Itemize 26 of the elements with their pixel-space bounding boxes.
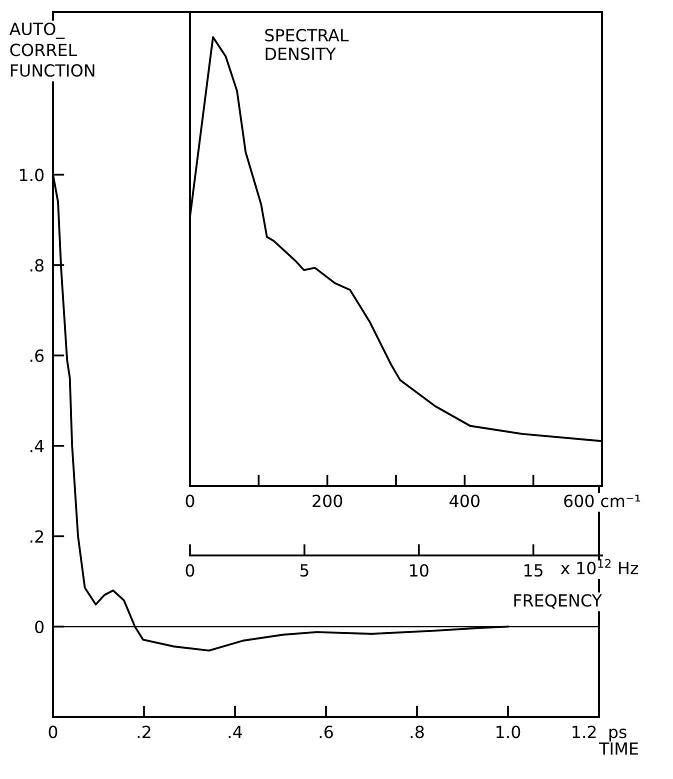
annotation: x 10$^{12}$ Hz xyxy=(560,559,638,574)
x2-tick-label: 5 xyxy=(300,564,308,577)
y-axis-title: AUTO_ CORREL FUNCTION xyxy=(9,22,94,77)
x-tick-label: 600 cm⁻¹ xyxy=(564,494,640,508)
x2-axis-title: FREQENCY xyxy=(514,594,602,609)
x-tick-label: 0 xyxy=(186,494,194,508)
y-tick-label: .4 xyxy=(30,440,44,452)
x-tick-label: .2 xyxy=(138,726,150,738)
x-tick-label: .8 xyxy=(410,726,424,738)
x-axis-title: TIME xyxy=(598,742,638,755)
y-tick-label: .6 xyxy=(30,349,44,362)
chart-title: SPECTRAL DENSITY xyxy=(265,28,349,60)
y-tick-label: .8 xyxy=(30,259,44,272)
x-tick-label: 1.0 xyxy=(496,726,520,738)
x-tick-label: 400 xyxy=(450,494,480,508)
y-tick-label: 1.0 xyxy=(20,168,44,182)
x-tick-label: 200 xyxy=(312,494,342,508)
x2-tick-label: 15 xyxy=(524,564,542,577)
x-tick-label: .6 xyxy=(320,726,333,738)
x-tick-label: 1.2 ps xyxy=(572,726,626,742)
x2-tick-label: 0 xyxy=(186,564,194,577)
y-tick-label: .2 xyxy=(30,530,43,543)
x2-tick-label: 10 xyxy=(410,564,428,577)
x-tick-label: .4 xyxy=(228,726,242,738)
y-tick-label: 0 xyxy=(35,620,44,634)
x-tick-label: 0 xyxy=(48,726,58,738)
